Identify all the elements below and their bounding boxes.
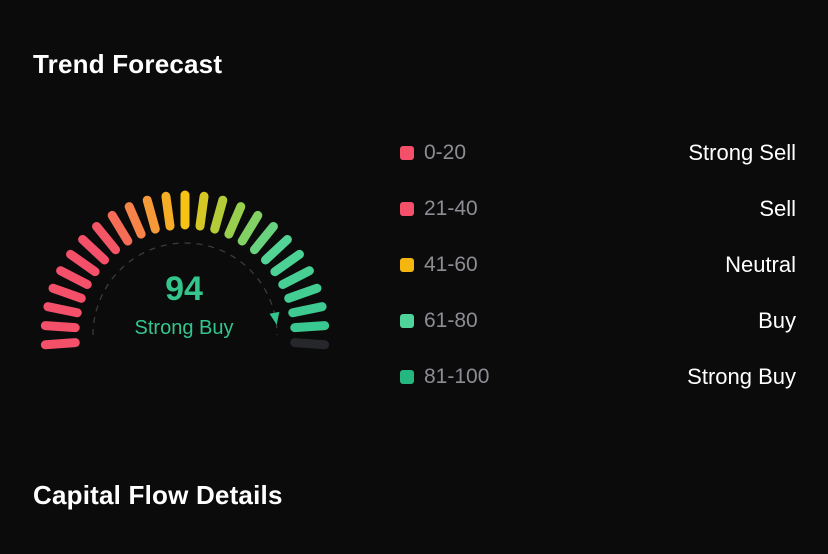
legend-range: 81-100 (424, 365, 490, 388)
gauge-segment (107, 210, 133, 246)
gauge-rating-label: Strong Buy (134, 317, 234, 339)
legend-signal: Strong Sell (688, 140, 796, 165)
legend-swatch (400, 146, 414, 160)
gauge-segment (290, 321, 330, 333)
gauge-segment (78, 235, 110, 265)
gauge-inner-arc (92, 242, 278, 336)
gauge-segment (195, 191, 209, 231)
legend-range: 0-20 (424, 141, 467, 164)
legend-swatch (400, 258, 414, 272)
legend-row-strong-buy: 81-100 Strong Buy (400, 348, 796, 404)
legend-range: 41-60 (424, 253, 478, 276)
legend-range: 21-40 (424, 197, 478, 220)
rating-legend: 0-20 Strong Sell 21-40 Sell 41-60 Neutra… (400, 124, 796, 404)
gauge-segment (142, 195, 160, 234)
legend-signal: Strong Buy (687, 364, 796, 389)
legend-range: 61-80 (424, 309, 478, 332)
gauge-segment (288, 302, 327, 318)
legend-row-sell: 21-40 Sell (400, 180, 796, 236)
gauge-segment (92, 221, 121, 255)
gauge-segment (48, 283, 86, 303)
gauge-segment (210, 195, 228, 234)
gauge-pointer-icon (269, 311, 280, 325)
legend-swatch (400, 202, 414, 216)
legend-row-neutral: 41-60 Neutral (400, 236, 796, 292)
legend-row-buy: 61-80 Buy (400, 292, 796, 348)
legend-signal: Neutral (725, 252, 796, 277)
legend-signal: Buy (758, 308, 796, 333)
legend-signal: Sell (759, 196, 796, 221)
trend-forecast-title: Trend Forecast (33, 49, 223, 79)
gauge-segment (284, 283, 322, 303)
gauge-segment (40, 338, 80, 350)
gauge-segment (40, 321, 80, 333)
gauge-segment (260, 235, 292, 265)
gauge-segment (249, 221, 278, 255)
legend-swatch (400, 370, 414, 384)
capital-flow-title: Capital Flow Details (33, 480, 283, 510)
gauge-segment (278, 266, 314, 289)
trend-gauge: 94 Strong Buy (22, 180, 352, 355)
gauge-segment (224, 202, 246, 239)
gauge-segment (43, 302, 82, 318)
legend-row-strong-sell: 0-20 Strong Sell (400, 124, 796, 180)
gauge-segment (237, 210, 263, 246)
gauge-graphic (40, 190, 330, 350)
gauge-segment (161, 191, 175, 231)
gauge-segment (56, 266, 92, 289)
legend-swatch (400, 314, 414, 328)
gauge-segment (270, 249, 304, 277)
gauge-segment (124, 202, 146, 239)
gauge-score: 94 (165, 270, 203, 308)
gauge-segment (66, 249, 100, 277)
gauge-segment (290, 338, 330, 350)
